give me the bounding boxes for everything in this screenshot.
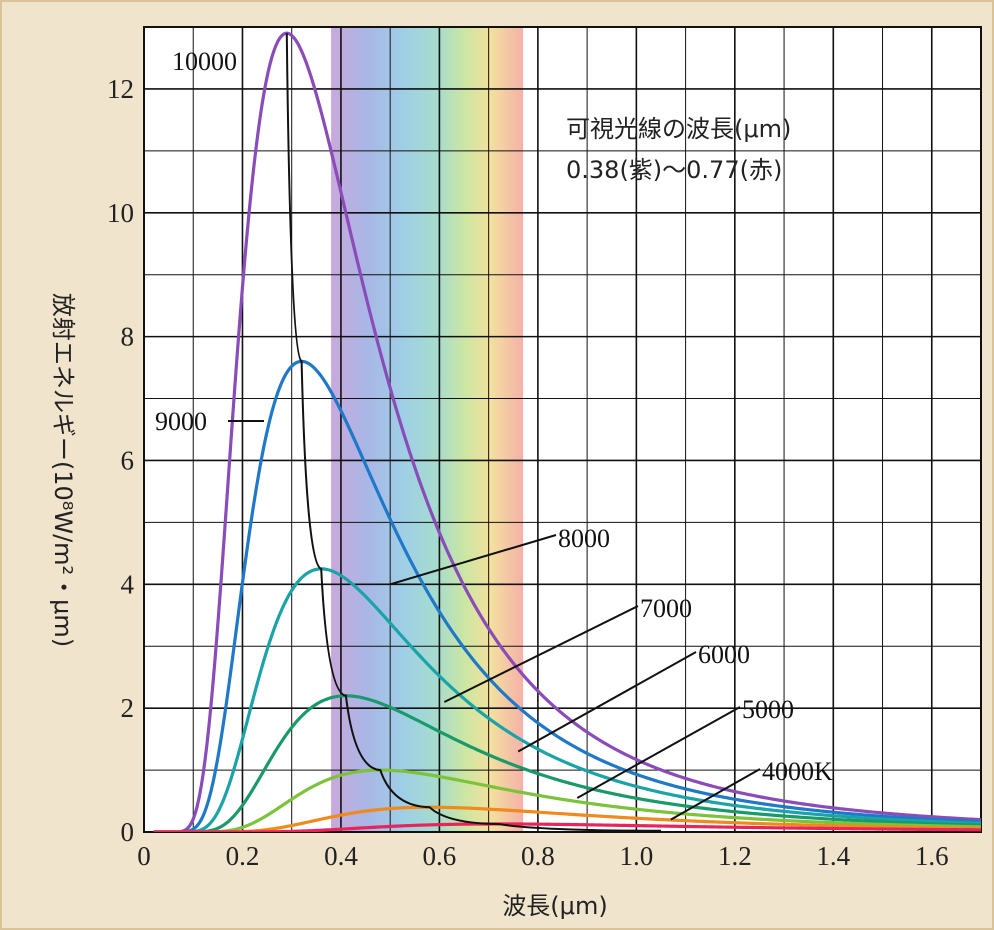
x-tick-label: 0.6 [423, 841, 457, 871]
x-tick-label: 1.2 [718, 841, 752, 871]
curve-label-7000: 7000 [640, 594, 692, 623]
visible-range-note: 可視光線の波長(μm) 0.38(紫)〜0.77(赤) [566, 115, 791, 184]
y-tick-label: 12 [107, 74, 134, 104]
series-line-9000 [153, 359, 981, 832]
leader-line-8000 [389, 534, 557, 586]
curve-label-8000: 8000 [558, 524, 610, 553]
x-tick-label: 0.4 [324, 841, 358, 871]
visible-range-note-line-2: 0.38(紫)〜0.77(赤) [566, 156, 782, 184]
leader-line-6000 [517, 651, 697, 753]
plot-area [144, 27, 981, 832]
curve-label-5000: 5000 [742, 695, 794, 724]
series-line-10000 [153, 31, 981, 832]
series-line-8000 [153, 567, 981, 832]
y-tick-label: 8 [121, 322, 135, 352]
leader-line-4000 [670, 768, 761, 821]
curve-label-10000: 10000 [172, 47, 237, 76]
leader-line-7000 [443, 605, 639, 703]
y-tick-label: 6 [121, 445, 135, 475]
curve-label-9000: 9000 [155, 407, 207, 436]
y-tick-label: 10 [107, 198, 134, 228]
grid [143, 26, 982, 833]
x-tick-label: 1.4 [816, 841, 850, 871]
y-axis-title: 放射エネルギー(10⁸W/m²・μm) [49, 293, 77, 647]
series-line-6000 [153, 768, 981, 832]
series-line-5000 [153, 805, 981, 832]
tick-labels: 0 0.2 0.4 0.6 0.8 1.0 1.2 1.4 1.6 0 2 4 6 8 10 12 [107, 74, 949, 871]
curve-label-6000: 6000 [698, 640, 750, 669]
plot-frame [143, 26, 982, 833]
visible-range-note-line-1: 可視光線の波長(μm) [566, 115, 791, 143]
series-line-7000 [153, 694, 981, 832]
curve-label-4000: 4000K [762, 757, 833, 786]
peak-locus-line [285, 33, 662, 832]
x-tick-label: 1.6 [915, 841, 949, 871]
visible-spectrum-band [331, 27, 524, 832]
leader-lines [228, 420, 761, 821]
y-tick-label: 0 [121, 817, 135, 847]
x-tick-label: 0.2 [226, 841, 260, 871]
x-tick-label: 1.0 [619, 841, 653, 871]
y-tick-label: 4 [121, 569, 135, 599]
leader-line-5000 [576, 706, 741, 799]
x-tick-label: 0.8 [521, 841, 555, 871]
x-axis-title: 波長(μm) [502, 892, 607, 920]
y-tick-label: 2 [121, 693, 135, 723]
peak-locus-group [285, 33, 662, 832]
series-group [153, 31, 981, 832]
series-line-4000 [153, 822, 981, 832]
x-tick-label: 0 [137, 841, 151, 871]
